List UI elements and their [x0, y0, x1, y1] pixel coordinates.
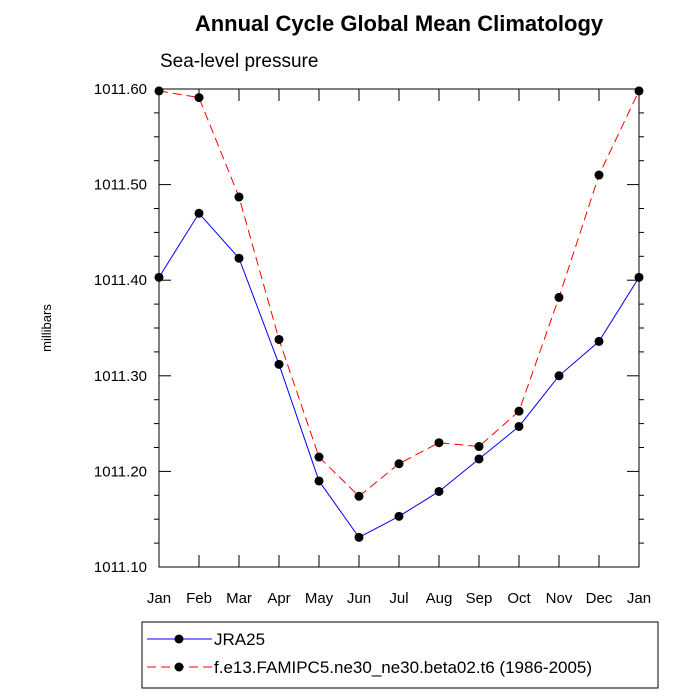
y-tick-label: 1011.40 [94, 272, 147, 289]
data-point [514, 421, 524, 431]
x-tick-label: Jan [627, 590, 651, 607]
chart-subtitle: Sea-level pressure [160, 51, 318, 72]
y-tick-label: 1011.10 [94, 559, 147, 576]
x-tick-label: Dec [586, 590, 613, 607]
x-tick-label: Aug [426, 590, 453, 607]
data-point [274, 359, 284, 369]
x-tick-label: Oct [507, 590, 531, 607]
data-point [354, 532, 364, 542]
legend-marker [174, 662, 184, 672]
series-line [158, 90, 640, 497]
data-point [514, 406, 524, 416]
y-axis-label: millibars [39, 304, 54, 352]
data-point [554, 371, 564, 381]
y-tick-label: 1011.60 [94, 81, 147, 98]
y-tick-label: 1011.30 [94, 368, 147, 385]
y-tick-label: 1011.20 [94, 463, 147, 480]
x-tick-label: Jul [389, 590, 408, 607]
series-lines [154, 86, 644, 542]
legend: JRA25 f.e13.FAMIPC5.ne30_ne30.beta02.t6 (… [141, 621, 659, 689]
data-point [234, 192, 244, 202]
x-tick-label: Apr [267, 590, 290, 607]
x-tick-label: Sep [466, 590, 493, 607]
axis-ticks: Jan Feb Mar Apr May Jun Jul Aug Sep Oct Nov Dec Jan1… [94, 81, 651, 607]
x-tick-label: Jun [347, 590, 371, 607]
y-tick-label: 1011.50 [94, 177, 147, 194]
data-point [234, 253, 244, 263]
x-tick-label: Jan [147, 590, 171, 607]
chart-title: Annual Cycle Global Mean Climatology [195, 11, 604, 36]
legend-label: JRA25 [214, 630, 265, 649]
plot-frame [158, 88, 640, 568]
data-point [194, 93, 204, 103]
data-point [394, 511, 404, 521]
x-tick-label: May [305, 590, 334, 607]
data-point [314, 476, 324, 486]
data-point [594, 170, 604, 180]
series-line [158, 212, 640, 539]
legend-items: JRA25 f.e13.FAMIPC5.ne30_ne30.beta02.t6 (… [147, 630, 592, 677]
data-point [354, 491, 364, 501]
data-point [554, 292, 564, 302]
data-point [314, 452, 324, 462]
legend-marker [174, 634, 184, 644]
x-tick-label: Nov [546, 590, 573, 607]
data-point [434, 486, 444, 496]
data-point [274, 334, 284, 344]
data-point [394, 459, 404, 469]
x-tick-label: Mar [226, 590, 252, 607]
data-point [474, 442, 484, 452]
data-point [434, 438, 444, 448]
data-point [474, 454, 484, 464]
data-point [194, 208, 204, 218]
legend-label: f.e13.FAMIPC5.ne30_ne30.beta02.t6 (1986-… [214, 658, 592, 677]
legend-box [141, 621, 659, 689]
x-tick-label: Feb [186, 590, 212, 607]
data-point [594, 336, 604, 346]
